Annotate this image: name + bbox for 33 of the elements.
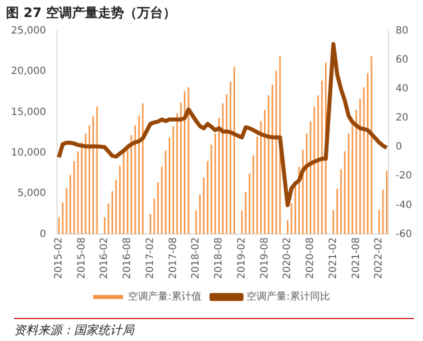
x-tick-label: 2018-08: [214, 237, 225, 280]
y2-tick-label: 80: [396, 26, 408, 37]
y-tick-label: 10,000: [10, 148, 46, 159]
x-tick-label: 2020-02: [282, 237, 294, 280]
y2-tick-label: 0: [396, 142, 402, 153]
y-tick-label: 25,000: [10, 26, 46, 37]
x-tick-label: 2015-02: [53, 237, 64, 280]
x-tick-label: 2018-02: [190, 237, 202, 280]
y-tick-label: 0: [40, 228, 46, 240]
y2-tick-label: 60: [396, 54, 408, 66]
y2-tick-label: 20: [396, 112, 408, 124]
chart-title: 图 27 空调产量走势（万台）: [6, 4, 176, 22]
y2-tick-label: 40: [396, 84, 408, 95]
x-tick-label: 2017-02: [144, 237, 156, 280]
y-tick-label: 15,000: [10, 106, 46, 118]
y2-tick-label: -40: [396, 200, 412, 211]
y-tick-label: 5,000: [17, 188, 46, 200]
x-tick-label: 2016-08: [122, 237, 134, 280]
x-tick-label: 2019-02: [236, 237, 248, 280]
x-tick-label: 2019-08: [259, 237, 270, 280]
y2-tick-label: -60: [396, 228, 412, 240]
x-tick-label: 2020-08: [305, 237, 316, 280]
x-tick-label: 2021-08: [350, 237, 362, 280]
x-tick-label: 2021-02: [328, 237, 339, 280]
x-tick-label: 2017-08: [168, 237, 179, 280]
x-tick-label: 2015-08: [76, 237, 88, 280]
x-tick-label: 2016-02: [99, 237, 110, 280]
text: 资料来源：国家统计局: [14, 318, 414, 339]
x-tick-label: 2022-02: [374, 237, 385, 280]
y-tick-label: 20,000: [10, 66, 46, 78]
legend-label: 空调产量:累计同比: [246, 290, 330, 303]
legend-label: 空调产量:累计值: [128, 290, 202, 303]
y2-tick-label: -20: [396, 170, 412, 182]
